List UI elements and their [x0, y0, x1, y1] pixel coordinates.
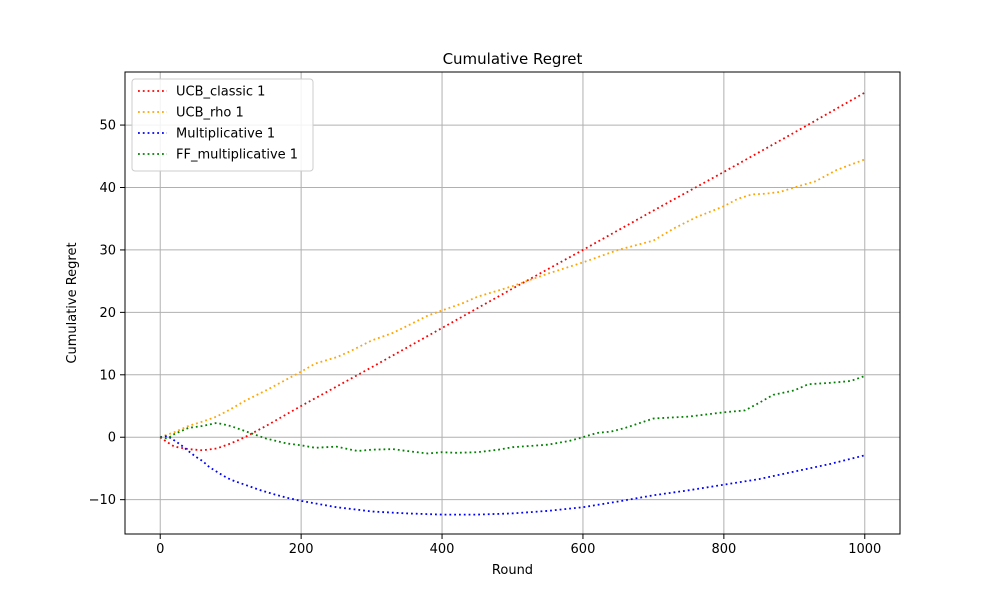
series-line-3 [160, 435, 866, 516]
legend-label: UCB_rho 1 [176, 106, 244, 121]
ticks: 0 200 400 600 800 1000 −10 0 10 20 30 40 50 [89, 119, 882, 557]
plot-frame [124, 71, 901, 535]
x-tick-label: 1000 [848, 542, 881, 557]
x-axis-title: Round [492, 563, 533, 578]
x-tick-label: 400 [430, 542, 455, 557]
legend: UCB_classic 1 UCB_rho 1 Multiplicative 1 FF… [131, 78, 314, 172]
x-tick-label: 200 [289, 542, 314, 557]
x-tick-label: 600 [571, 542, 596, 557]
legend-label: FF_multiplicative 1 [176, 148, 298, 163]
y-tick-label: −10 [89, 493, 116, 508]
legend-label: Multiplicative 1 [176, 127, 275, 142]
series-line-2 [159, 158, 866, 439]
y-tick-label: 40 [99, 181, 116, 196]
x-tick-label: 800 [711, 542, 736, 557]
y-tick-label: 30 [99, 243, 116, 258]
chart-title: Cumulative Regret [443, 50, 583, 68]
y-tick-label: 50 [99, 119, 116, 134]
y-tick-label: 20 [99, 306, 116, 321]
y-tick-label: 0 [108, 431, 116, 446]
legend-label: UCB_classic 1 [176, 85, 265, 100]
legend-box [131, 78, 314, 172]
y-axis-title: Cumulative Regret [65, 242, 80, 363]
series-layer [159, 91, 866, 516]
grid [125, 72, 900, 534]
x-tick-label: 0 [156, 542, 164, 557]
y-tick-label: 10 [99, 368, 116, 383]
